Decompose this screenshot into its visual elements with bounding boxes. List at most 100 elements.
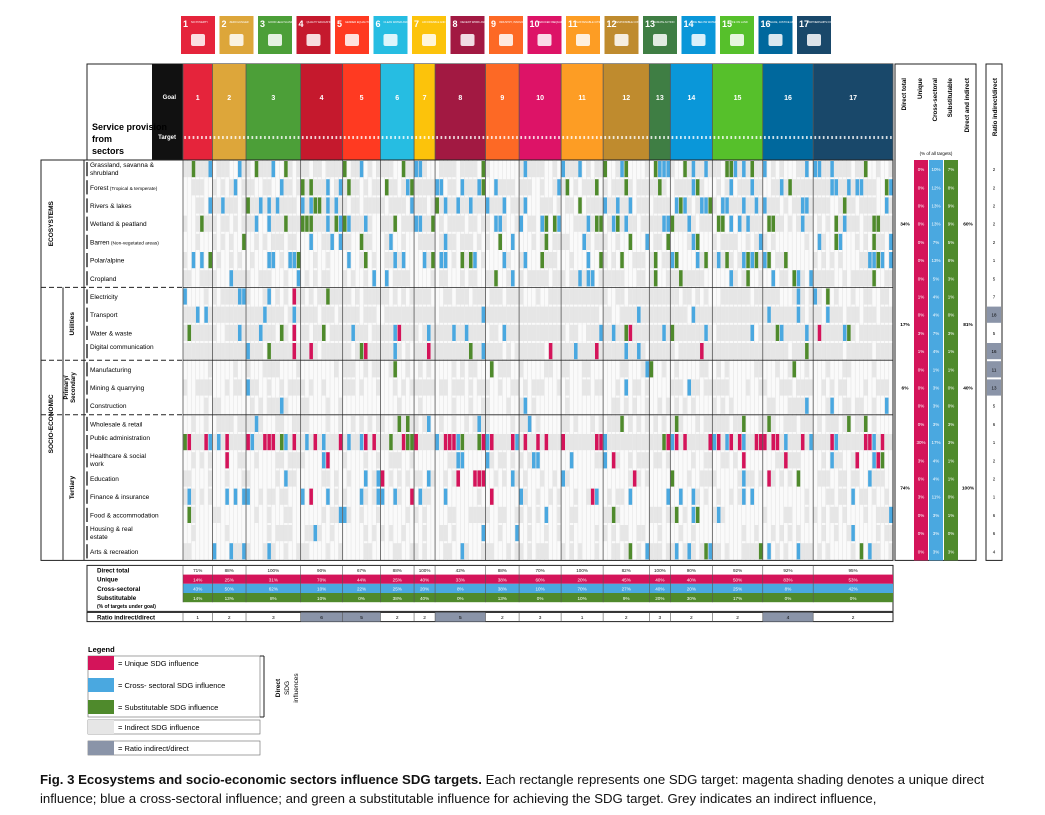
target-cell xyxy=(426,252,431,269)
goal-column-header-5 xyxy=(342,64,381,160)
sdg-icon-number-3: 3 xyxy=(260,19,265,29)
target-cell xyxy=(876,506,881,523)
target-cell xyxy=(628,415,633,432)
target-cell xyxy=(569,525,574,542)
target-cell xyxy=(884,343,889,360)
target-cell xyxy=(187,161,192,178)
target-cell xyxy=(641,215,645,232)
group-label-primary-secondary-line-2: Secondary xyxy=(71,372,77,403)
target-cell xyxy=(351,306,355,323)
target-cell xyxy=(212,179,217,196)
target-cell xyxy=(578,161,582,178)
target-cell xyxy=(704,161,708,178)
target-cell xyxy=(792,434,797,451)
target-cell xyxy=(611,343,616,360)
target-cell xyxy=(456,434,460,451)
target-cell xyxy=(460,324,465,341)
target-cell xyxy=(191,252,196,269)
target-tick xyxy=(394,136,396,139)
goal-column-header-16 xyxy=(762,64,814,160)
target-cell xyxy=(216,252,221,269)
target-cell xyxy=(221,288,225,305)
target-tick xyxy=(764,136,766,139)
target-cell xyxy=(447,233,452,250)
target-cell xyxy=(393,252,397,269)
target-cell xyxy=(326,161,330,178)
target-cell xyxy=(481,215,486,232)
target-tick xyxy=(360,136,363,139)
target-cell xyxy=(662,252,666,269)
target-cell xyxy=(876,379,881,396)
target-tick xyxy=(747,136,749,139)
target-cell xyxy=(889,434,893,451)
target-cell xyxy=(704,379,708,396)
target-cell xyxy=(872,306,876,323)
target-cell xyxy=(758,434,763,451)
target-cell xyxy=(880,343,885,360)
target-cell xyxy=(863,270,868,287)
target-cell xyxy=(300,288,305,305)
target-cell xyxy=(830,306,834,323)
goal-column-header-13 xyxy=(649,64,671,160)
bottom-cell-value: 40% xyxy=(687,577,696,582)
target-cell xyxy=(191,324,196,341)
target-cell xyxy=(767,252,771,269)
target-cell xyxy=(725,252,729,269)
target-cell xyxy=(641,361,645,378)
target-cell xyxy=(263,543,267,560)
target-cell xyxy=(779,215,784,232)
sector-label: Rivers & lakes xyxy=(90,203,132,210)
bottom-cell-value: 100% xyxy=(267,568,279,573)
target-cell xyxy=(868,288,872,305)
target-cell xyxy=(473,434,477,451)
target-cell xyxy=(544,233,549,250)
target-cell xyxy=(481,379,486,396)
target-cell xyxy=(574,324,578,341)
target-cell xyxy=(548,306,553,323)
goal-summary-table: Direct total 71% 88% 100% 90% 67% 88% 100% 42% 88… xyxy=(86,564,894,623)
target-cell xyxy=(569,161,574,178)
bottom-cell-value: 38% xyxy=(498,587,507,592)
sdg-icon-number-15: 15 xyxy=(722,19,732,29)
target-cell xyxy=(687,215,692,232)
target-tick xyxy=(415,136,418,139)
target-cell xyxy=(557,215,561,232)
target-cell xyxy=(582,288,587,305)
target-cell xyxy=(641,434,645,451)
target-tick xyxy=(230,136,233,139)
target-cell xyxy=(523,397,528,414)
target-cell xyxy=(292,470,297,487)
target-cell xyxy=(712,306,717,323)
target-cell xyxy=(347,306,351,323)
target-cell xyxy=(536,434,540,451)
target-cell xyxy=(473,470,477,487)
target-cell xyxy=(494,324,498,341)
target-cell xyxy=(771,161,776,178)
target-cell xyxy=(405,270,410,287)
ratio-cell-value: 2 xyxy=(736,615,739,621)
target-cell xyxy=(737,252,742,269)
target-cell xyxy=(359,343,364,360)
sector-label: Arts & recreation xyxy=(90,549,139,556)
target-cell xyxy=(838,470,843,487)
target-cell xyxy=(351,179,355,196)
target-cell xyxy=(456,452,460,469)
target-cell xyxy=(590,288,595,305)
target-cell xyxy=(321,197,326,214)
target-cell xyxy=(817,470,822,487)
target-cell xyxy=(229,343,234,360)
target-cell xyxy=(884,488,889,505)
target-cell xyxy=(611,179,616,196)
target-cell xyxy=(523,306,528,323)
bottom-cell-value: 20% xyxy=(687,587,696,592)
target-cell xyxy=(389,197,393,214)
target-cell xyxy=(447,288,452,305)
target-cell xyxy=(464,288,469,305)
target-cell xyxy=(296,543,301,560)
sector-label: Education xyxy=(90,476,119,483)
target-cell xyxy=(384,306,389,323)
group-label-tertiary: Tertiary xyxy=(69,476,76,500)
target-cell xyxy=(422,343,427,360)
target-cell xyxy=(263,361,267,378)
target-cell xyxy=(607,215,612,232)
